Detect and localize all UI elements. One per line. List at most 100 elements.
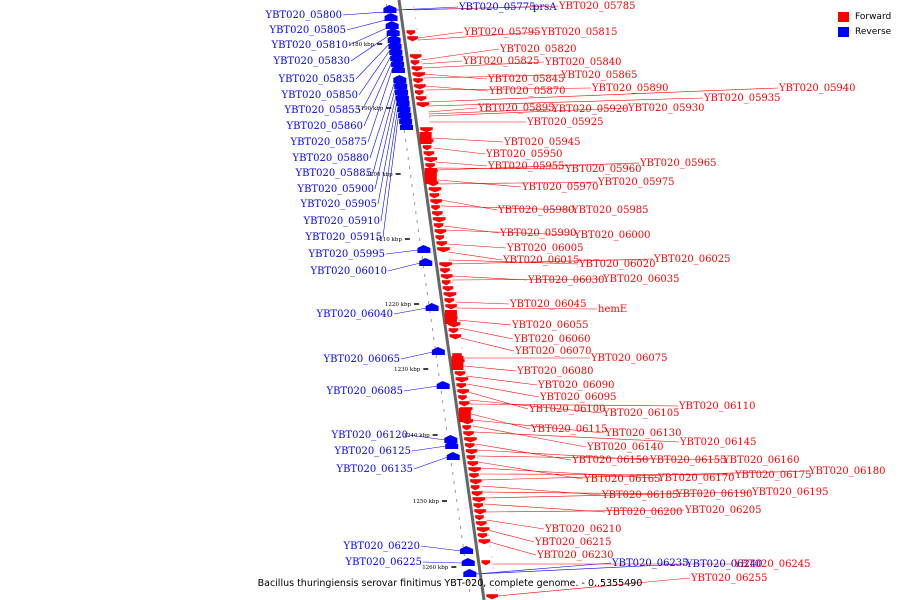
forward-gene-label: YBT020_06160 xyxy=(722,455,800,466)
forward-gene-feature xyxy=(464,442,475,449)
forward-gene-feature xyxy=(462,424,472,431)
reverse-gene-label: YBT020_05830 xyxy=(272,56,350,67)
gene-features xyxy=(383,5,499,600)
forward-gene-label: YBT020_06025 xyxy=(653,254,731,265)
leader-line xyxy=(484,503,606,513)
leader-line xyxy=(438,181,598,185)
leader-line xyxy=(422,561,463,564)
forward-gene-label: YBT020_06170 xyxy=(657,473,735,484)
forward-gene-label: YBT020_05785 xyxy=(558,1,636,12)
forward-gene-label: YBT020_06210 xyxy=(544,524,622,535)
forward-gene-feature xyxy=(471,490,483,497)
reverse-gene-label: YBT020_06120 xyxy=(330,430,408,441)
forward-gene-label: hemE xyxy=(598,304,627,315)
tick-label: 1190 kbp xyxy=(357,106,384,112)
leader-line xyxy=(441,205,572,211)
reverse-gene-label: YBT020_06040 xyxy=(315,309,393,320)
reverse-gene-feature xyxy=(390,53,404,61)
leader-line xyxy=(469,399,603,414)
forward-gene-label: YBT020_05970 xyxy=(521,182,599,193)
reverse-gene-feature xyxy=(425,303,439,311)
forward-gene-label: YBT020_06095 xyxy=(539,392,617,403)
forward-gene-feature xyxy=(449,333,462,340)
legend-forward: Forward xyxy=(838,9,891,24)
forward-gene-label: YBT020_06185 xyxy=(601,490,679,501)
leader-line xyxy=(436,162,640,171)
leader-line xyxy=(377,99,398,205)
leader-line xyxy=(477,455,723,461)
reverse-gene-label: YBT020_06225 xyxy=(344,557,422,568)
leader-line xyxy=(429,107,628,117)
leader-line xyxy=(475,563,686,575)
forward-gene-label: YBT020_06200 xyxy=(605,507,683,518)
forward-gene-feature xyxy=(424,168,437,184)
leader-line xyxy=(424,85,489,92)
forward-gene-label: YBT020_06000 xyxy=(573,230,651,241)
reverse-gene-label: YBT020_05805 xyxy=(268,25,346,36)
leader-line xyxy=(382,111,400,238)
tick-label: 1260 kbp xyxy=(422,565,449,571)
forward-gene-feature xyxy=(414,89,424,96)
forward-gene-label: YBT020_05795 xyxy=(463,27,541,38)
forward-gene-feature xyxy=(429,192,440,199)
forward-gene-feature xyxy=(467,460,479,467)
reverse-gene-feature xyxy=(399,116,413,124)
forward-gene-label: YBT020_06215 xyxy=(534,537,612,548)
forward-gene-label: YBT020_06190 xyxy=(675,489,753,500)
forward-gene-feature xyxy=(466,454,476,461)
leader-line xyxy=(420,545,462,552)
leader-line xyxy=(372,87,396,174)
leader-line xyxy=(385,249,419,255)
forward-gene-feature xyxy=(468,472,480,479)
forward-gene-label: YBT020_06005 xyxy=(506,243,584,254)
reverse-gene-label: YBT020_05880 xyxy=(291,153,369,164)
legend-forward-label: Forward xyxy=(855,11,892,22)
forward-gene-feature xyxy=(429,198,443,205)
leader-line xyxy=(449,259,579,265)
reverse-gene-feature xyxy=(385,21,399,29)
reverse-gene-feature xyxy=(399,122,413,130)
leader-line xyxy=(455,301,510,305)
forward-gene-feature xyxy=(409,53,422,60)
leader-line xyxy=(489,541,537,556)
leader-line xyxy=(447,243,507,249)
reverse-gene-feature xyxy=(446,452,460,460)
forward-gene-label: YBT020_06080 xyxy=(516,366,594,377)
reverse-swatch xyxy=(838,26,849,37)
reverse-gene-feature xyxy=(393,75,407,83)
reverse-gene-feature xyxy=(463,569,477,577)
leader-line xyxy=(456,307,598,310)
reverse-gene-label: YBT020_06125 xyxy=(333,446,411,457)
leader-line xyxy=(465,375,538,386)
reverse-gene-label: prsA xyxy=(533,2,557,13)
reverse-gene-feature xyxy=(396,98,410,106)
forward-gene-feature xyxy=(435,240,448,247)
forward-gene-label: YBT020_06145 xyxy=(679,437,757,448)
reverse-gene-feature xyxy=(384,13,398,21)
leader-line xyxy=(464,365,517,372)
forward-gene-label: YBT020_06105 xyxy=(602,408,680,419)
forward-gene-feature xyxy=(469,478,483,485)
reverse-gene-feature xyxy=(444,435,458,443)
leader-line xyxy=(472,419,605,434)
forward-gene-label: YBT020_05920 xyxy=(551,104,629,115)
reverse-gene-feature xyxy=(398,110,412,118)
leader-line xyxy=(497,577,691,597)
leader-line xyxy=(485,509,685,513)
forward-gene-feature xyxy=(448,327,459,334)
leader-line xyxy=(475,443,572,461)
forward-gene-label: YBT020_06045 xyxy=(509,299,587,310)
reverse-gene-label: YBT020_06010 xyxy=(309,266,387,277)
forward-gene-feature xyxy=(467,466,482,473)
leader-line xyxy=(427,97,704,107)
leader-line xyxy=(483,491,752,499)
genome-caption: Bacillus thuringiensis serovar finitimus… xyxy=(257,578,643,589)
leader-line xyxy=(418,31,464,39)
forward-gene-label: YBT020_06175 xyxy=(734,470,812,481)
forward-gene-label: YBT020_06245 xyxy=(733,559,811,570)
legend-reverse-label: Reverse xyxy=(855,26,892,37)
reverse-gene-feature xyxy=(395,87,409,95)
forward-gene-feature xyxy=(481,559,491,566)
leader-line xyxy=(479,473,735,476)
reverse-gene-label: YBT020_05800 xyxy=(264,10,342,21)
